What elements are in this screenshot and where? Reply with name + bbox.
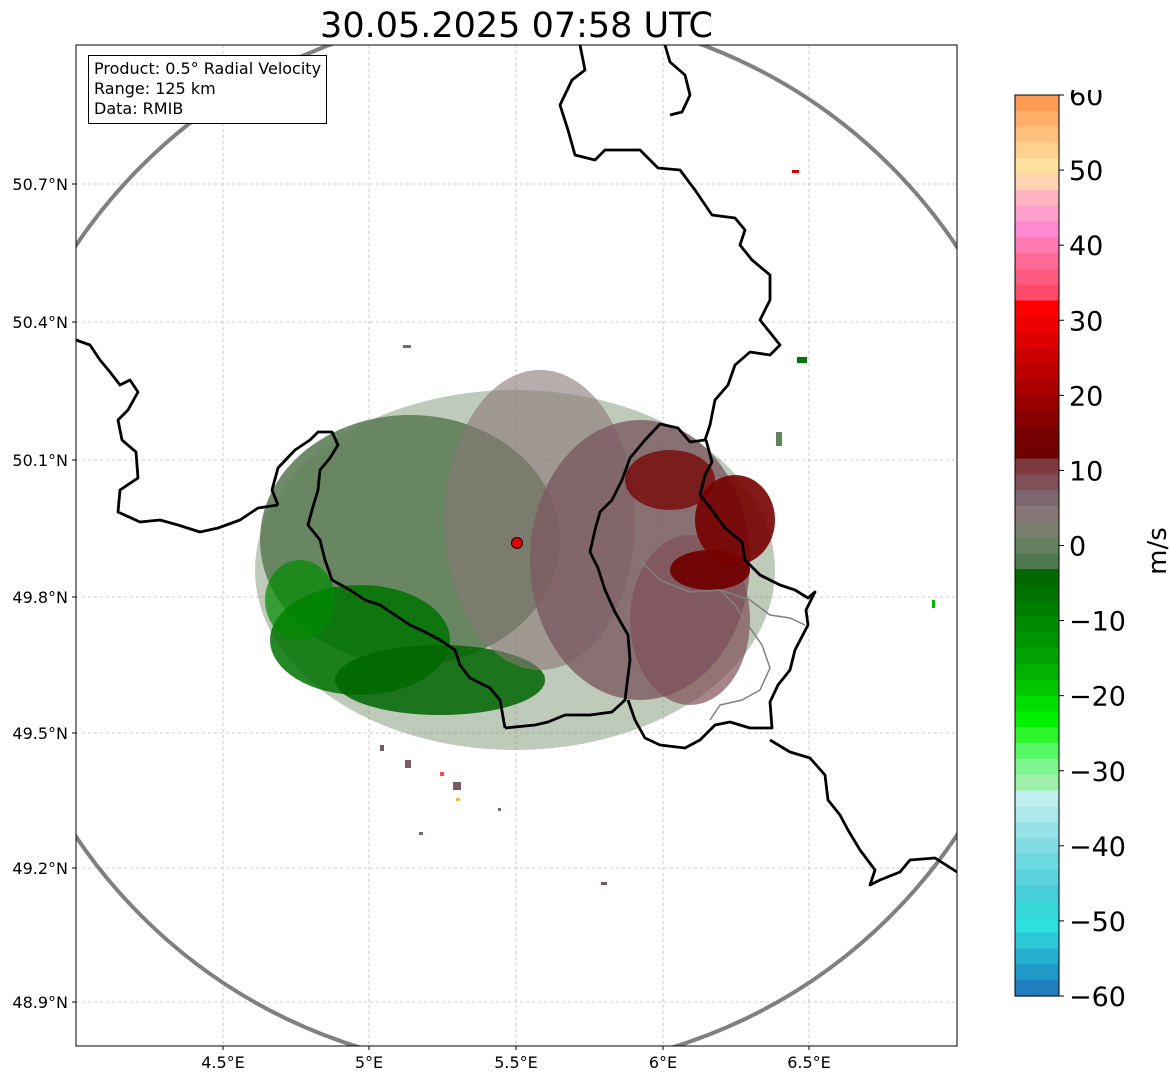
- lat-tick-label: 49.8°N: [12, 588, 68, 607]
- colorbar-band: [1015, 205, 1059, 223]
- colorbar-band: [1015, 790, 1059, 807]
- colorbar-band: [1015, 600, 1059, 618]
- colorbar-band: [1015, 142, 1059, 159]
- colorbar-band: [1015, 474, 1059, 491]
- colorbar-band: [1015, 300, 1059, 317]
- colorbar-tick-label: −10: [1069, 607, 1126, 638]
- colorbar-band: [1015, 95, 1059, 112]
- colorbar-band: [1015, 616, 1059, 634]
- colorbar-band: [1015, 395, 1059, 412]
- colorbar-tick-label: −40: [1069, 832, 1126, 863]
- map-title: 30.05.2025 07:58 UTC: [320, 6, 713, 46]
- lat-tick-label: 49.5°N: [12, 724, 68, 743]
- colorbar-band: [1015, 948, 1059, 965]
- colorbar-band: [1015, 411, 1059, 428]
- colorbar-band: [1015, 632, 1059, 649]
- colorbar-band: [1015, 253, 1059, 270]
- colorbar-band: [1015, 505, 1059, 523]
- colorbar-band: [1015, 932, 1059, 950]
- colorbar-tick-label: 40: [1069, 231, 1103, 262]
- colorbar-band: [1015, 126, 1059, 144]
- colorbar-band: [1015, 980, 1059, 997]
- lon-tick-label: 5°E: [355, 1053, 383, 1072]
- colorbar-band: [1015, 964, 1059, 981]
- colorbar-band: [1015, 553, 1059, 570]
- colorbar-band: [1015, 679, 1059, 697]
- colorbar-band: [1015, 490, 1059, 507]
- colorbar-unit-label: m/s: [1143, 527, 1171, 575]
- colorbar-band: [1015, 268, 1059, 286]
- internal-border: [639, 559, 806, 721]
- product-info-box: Product: 0.5° Radial Velocity Range: 125…: [88, 55, 328, 124]
- range-label: Range: 125 km: [94, 79, 216, 98]
- colorbar-band: [1015, 158, 1059, 175]
- colorbar-band: [1015, 727, 1059, 744]
- colorbar-band: [1015, 442, 1059, 460]
- colorbar-band: [1015, 869, 1059, 886]
- lon-tick-label: 5.5°E: [494, 1053, 538, 1072]
- colorbar-bands: [1015, 95, 1059, 997]
- country-borders: [76, 45, 957, 887]
- colorbar-tick-label: 0: [1069, 532, 1086, 563]
- lat-tick-label: 50.1°N: [12, 451, 68, 470]
- colorbar-band: [1015, 822, 1059, 839]
- colorbar-tick-label: 50: [1069, 156, 1103, 187]
- colorbar-band: [1015, 695, 1059, 713]
- colorbar-band: [1015, 284, 1059, 302]
- colorbar-band: [1015, 237, 1059, 254]
- colorbar-tick-label: −60: [1069, 982, 1126, 1010]
- colorbar-tick-label: 30: [1069, 306, 1103, 337]
- lat-tick-label: 49.2°N: [12, 859, 68, 878]
- lat-tick-label: 50.4°N: [12, 313, 68, 332]
- colorbar-band: [1015, 110, 1059, 128]
- colorbar-band: [1015, 379, 1059, 396]
- colorbar-band: [1015, 537, 1059, 555]
- colorbar-tick-label: −20: [1069, 682, 1126, 713]
- colorbar-band: [1015, 316, 1059, 333]
- colorbar-tick-label: −50: [1069, 907, 1126, 938]
- colorbar-tick-label: 10: [1069, 456, 1103, 487]
- colorbar-band: [1015, 774, 1059, 792]
- colorbar-ticks: 60 50 40 30 20 10 0 −10 −20 −30 −40 −50 −60: [1059, 81, 1126, 1013]
- colorbar-tick-label: 20: [1069, 381, 1103, 412]
- colorbar-band: [1015, 853, 1059, 871]
- product-label: Product: 0.5° Radial Velocity: [94, 59, 322, 78]
- lon-tick-label: 6°E: [649, 1053, 677, 1072]
- colorbar-band: [1015, 458, 1059, 475]
- colorbar-band: [1015, 664, 1059, 681]
- colorbar-band: [1015, 837, 1059, 855]
- colorbar-band: [1015, 885, 1059, 902]
- colorbar-band: [1015, 806, 1059, 823]
- colorbar-band: [1015, 916, 1059, 934]
- colorbar-band: [1015, 521, 1059, 539]
- lon-tick-label: 4.5°E: [201, 1053, 245, 1072]
- colorbar-band: [1015, 189, 1059, 207]
- colorbar-band: [1015, 174, 1059, 191]
- colorbar-band: [1015, 758, 1059, 776]
- colorbar-band: [1015, 347, 1059, 365]
- colorbar-tick-label: −30: [1069, 757, 1126, 788]
- radar-site-marker: [511, 537, 523, 549]
- colorbar-band: [1015, 743, 1059, 760]
- colorbar-band: [1015, 221, 1059, 238]
- colorbar-band: [1015, 648, 1059, 665]
- colorbar-band: [1015, 569, 1059, 586]
- colorbar-band: [1015, 332, 1059, 349]
- colorbar-band: [1015, 585, 1059, 602]
- colorbar: 60 50 40 30 20 10 0 −10 −20 −30 −40 −50 −60: [1010, 81, 1140, 1014]
- colorbar-tick-label: 60: [1069, 90, 1103, 112]
- lat-tick-label: 48.9°N: [12, 993, 68, 1012]
- data-source-label: Data: RMIB: [94, 99, 184, 118]
- lat-tick-label: 50.7°N: [12, 175, 68, 194]
- lon-tick-label: 6.5°E: [787, 1053, 831, 1072]
- colorbar-band: [1015, 363, 1059, 381]
- colorbar-band: [1015, 711, 1059, 728]
- colorbar-band: [1015, 901, 1059, 918]
- colorbar-band: [1015, 426, 1059, 444]
